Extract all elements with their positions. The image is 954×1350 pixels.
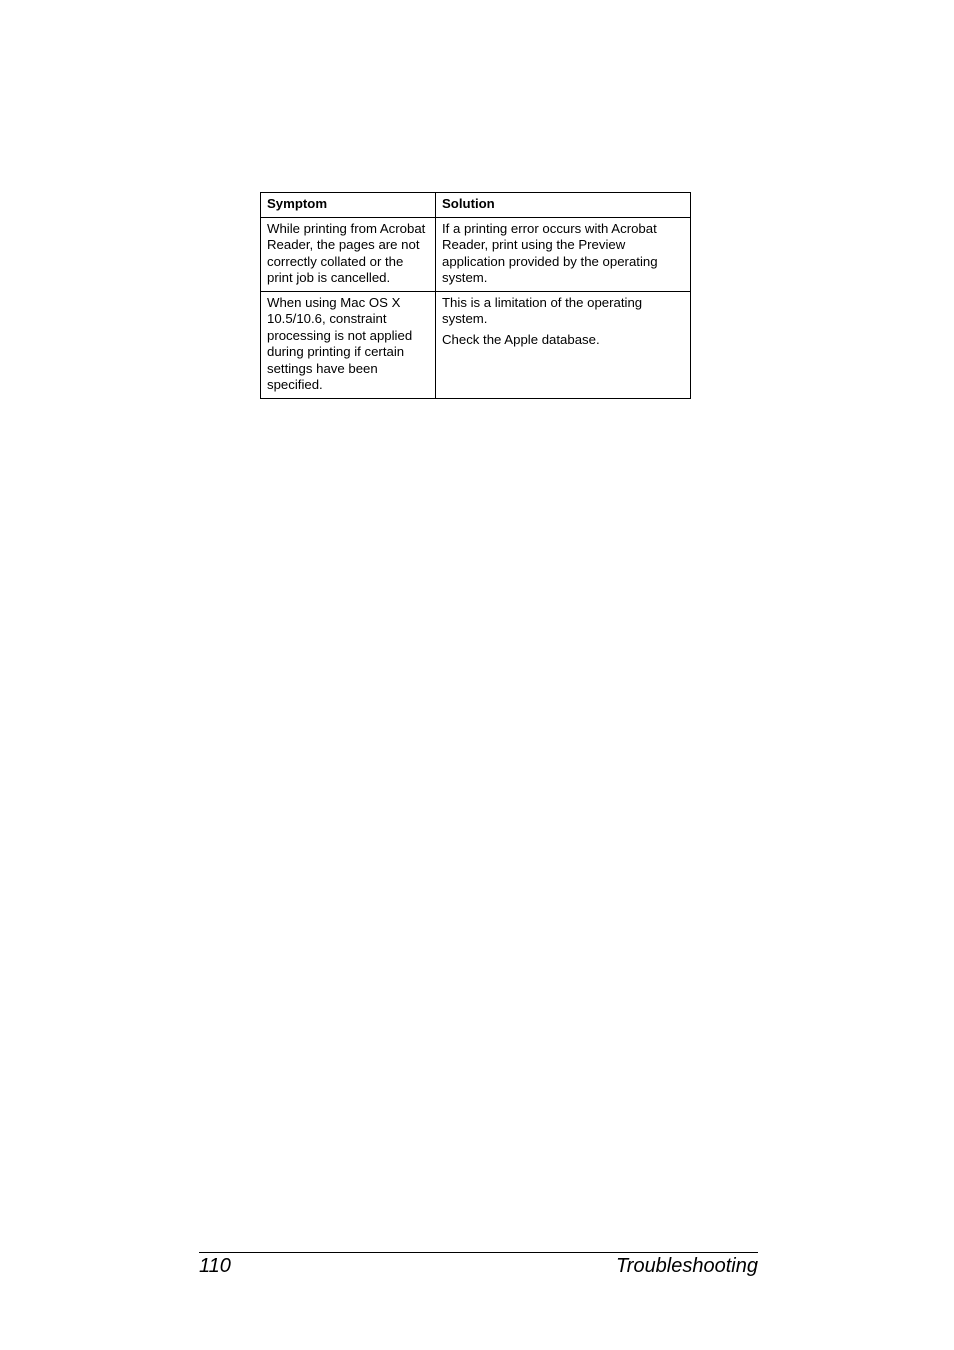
page-number: 110 [199, 1255, 231, 1278]
cell-symptom: When using Mac OS X 10.5/10.6, constrain… [261, 291, 436, 398]
page-footer: 110 Troubleshooting [199, 1252, 758, 1278]
cell-solution: If a printing error occurs with Acrobat … [436, 217, 691, 291]
cell-symptom: While printing from Acrobat Reader, the … [261, 217, 436, 291]
solution-line: Check the Apple database. [442, 332, 684, 349]
cell-solution: This is a limitation of the operating sy… [436, 291, 691, 398]
troubleshooting-table: Symptom Solution While printing from Acr… [260, 192, 691, 399]
solution-line: This is a limitation of the operating sy… [442, 295, 684, 328]
header-symptom: Symptom [261, 193, 436, 218]
section-title: Troubleshooting [616, 1255, 758, 1278]
header-solution: Solution [436, 193, 691, 218]
footer-row: 110 Troubleshooting [199, 1255, 758, 1278]
table-header-row: Symptom Solution [261, 193, 691, 218]
footer-rule [199, 1252, 758, 1253]
table-row: While printing from Acrobat Reader, the … [261, 217, 691, 291]
page-container: Symptom Solution While printing from Acr… [0, 0, 954, 1350]
table-row: When using Mac OS X 10.5/10.6, constrain… [261, 291, 691, 398]
